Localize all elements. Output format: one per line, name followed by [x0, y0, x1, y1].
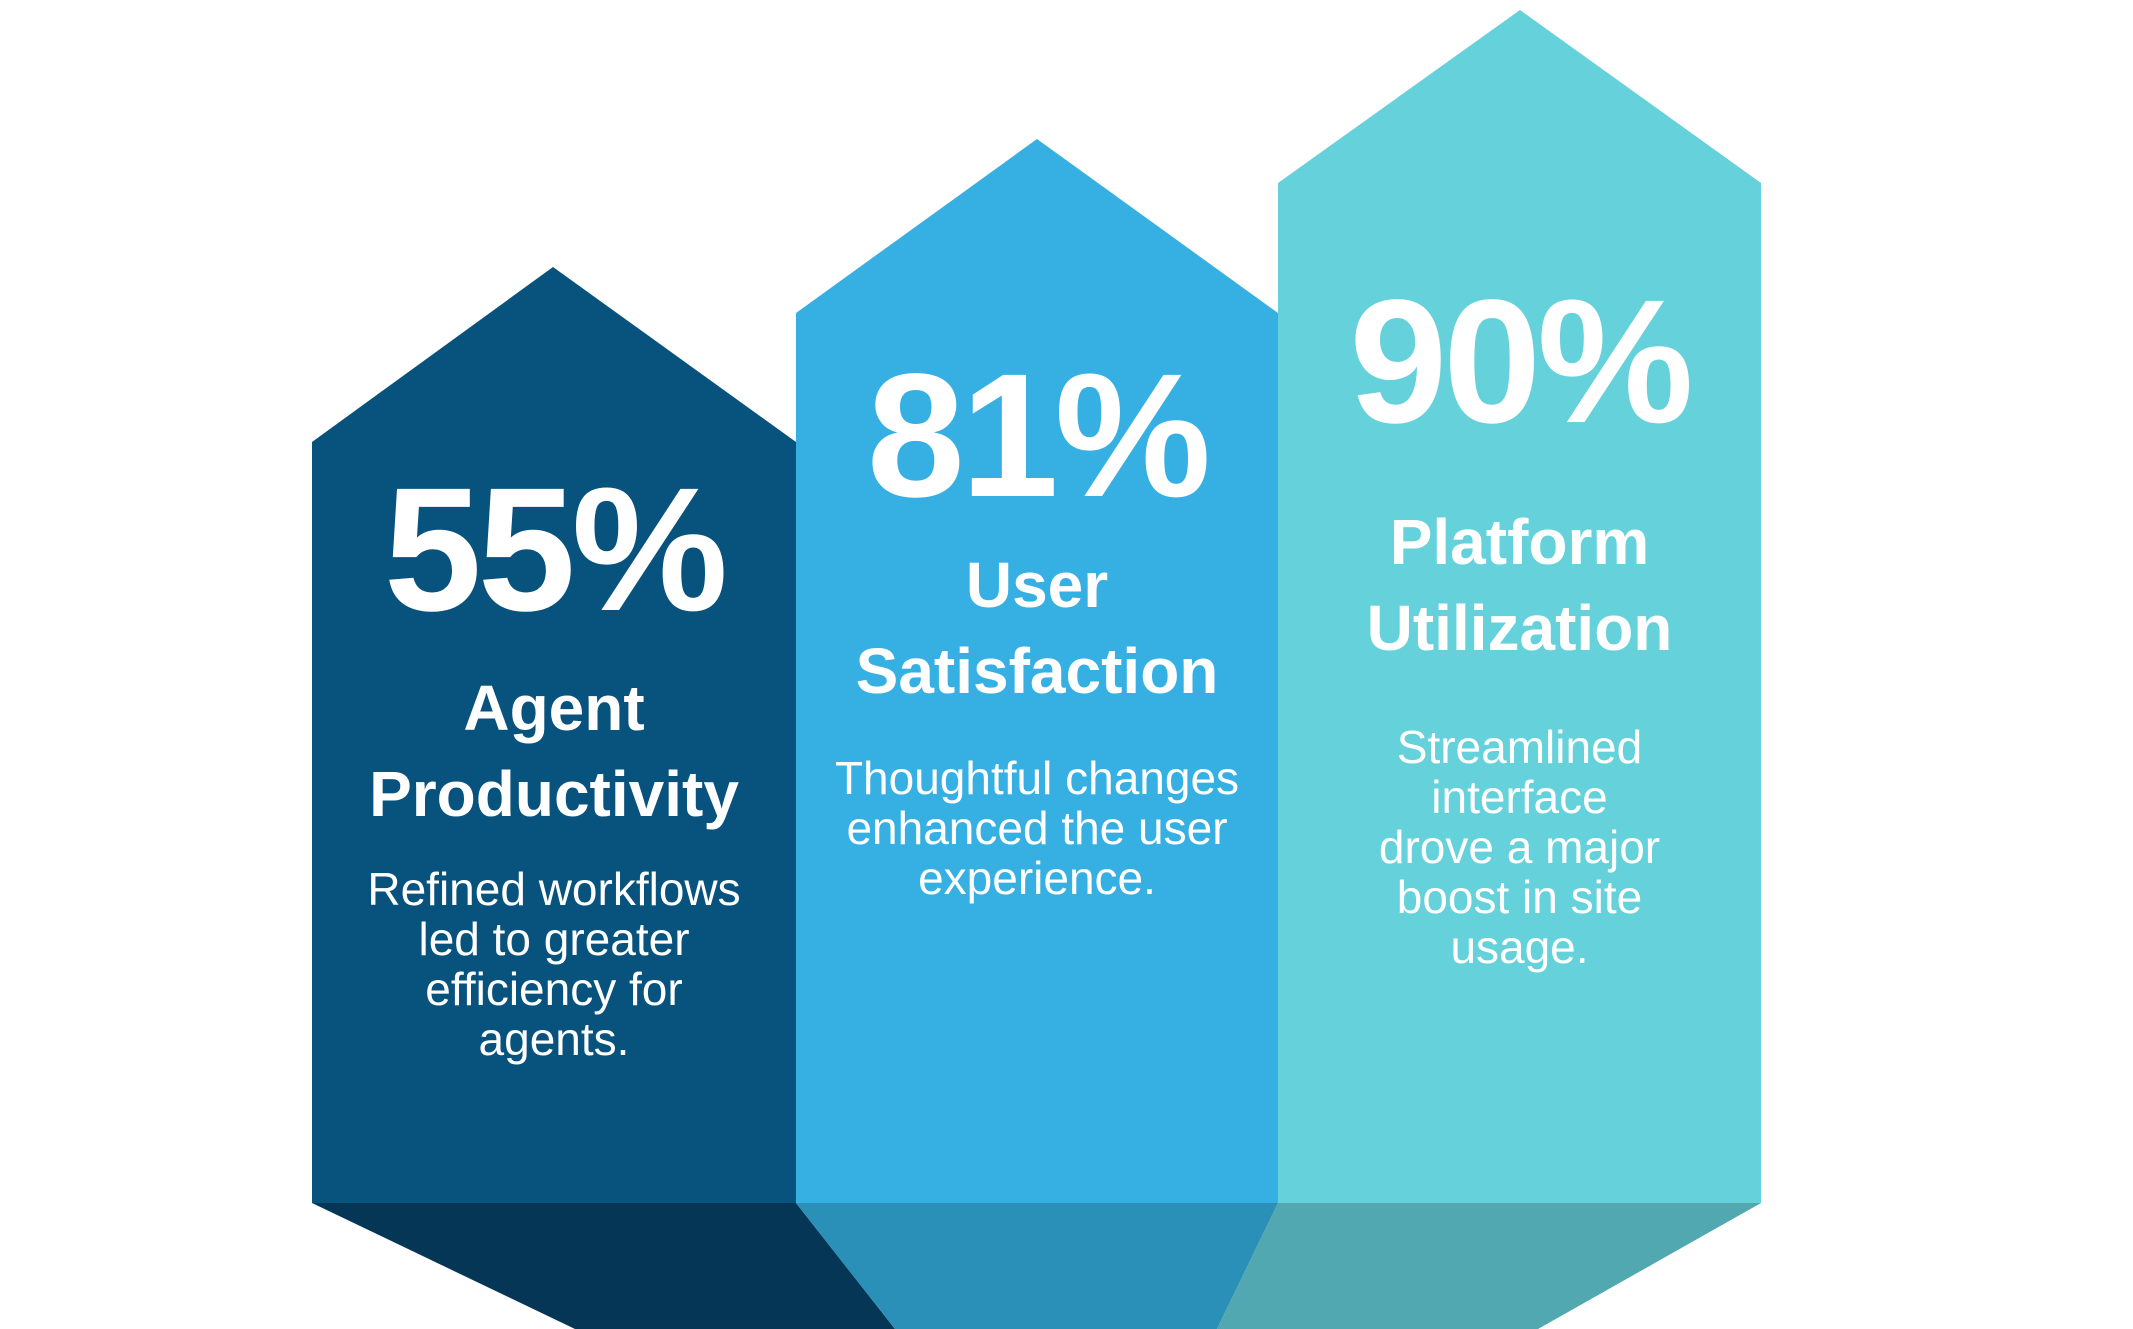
platform-utilization-description: Streamlined interface drove a major boos… [1378, 721, 1661, 973]
pillar-agent-productivity [312, 267, 796, 1203]
pillar-user-satisfaction [796, 139, 1278, 1203]
pillar-agent-productivity-shadow [312, 1203, 895, 1329]
platform-utilization-percent: 90% [1349, 264, 1693, 460]
pillar-user-satisfaction-shadow [796, 1203, 1278, 1329]
user-satisfaction-title: User Satisfaction [855, 549, 1219, 707]
agent-productivity-percent: 55% [383, 452, 728, 648]
pillar-platform-utilization [1278, 10, 1761, 1203]
pillar-platform-utilization-shadow [1217, 1203, 1761, 1329]
agent-productivity-description: Refined workflows led to greater efficie… [367, 863, 741, 1065]
platform-utilization-title: Platform Utilization [1366, 506, 1673, 664]
agent-productivity-title: Agent Productivity [369, 672, 739, 830]
user-satisfaction-percent: 81% [866, 338, 1211, 534]
user-satisfaction-description: Thoughtful changes enhanced the user exp… [834, 752, 1240, 904]
